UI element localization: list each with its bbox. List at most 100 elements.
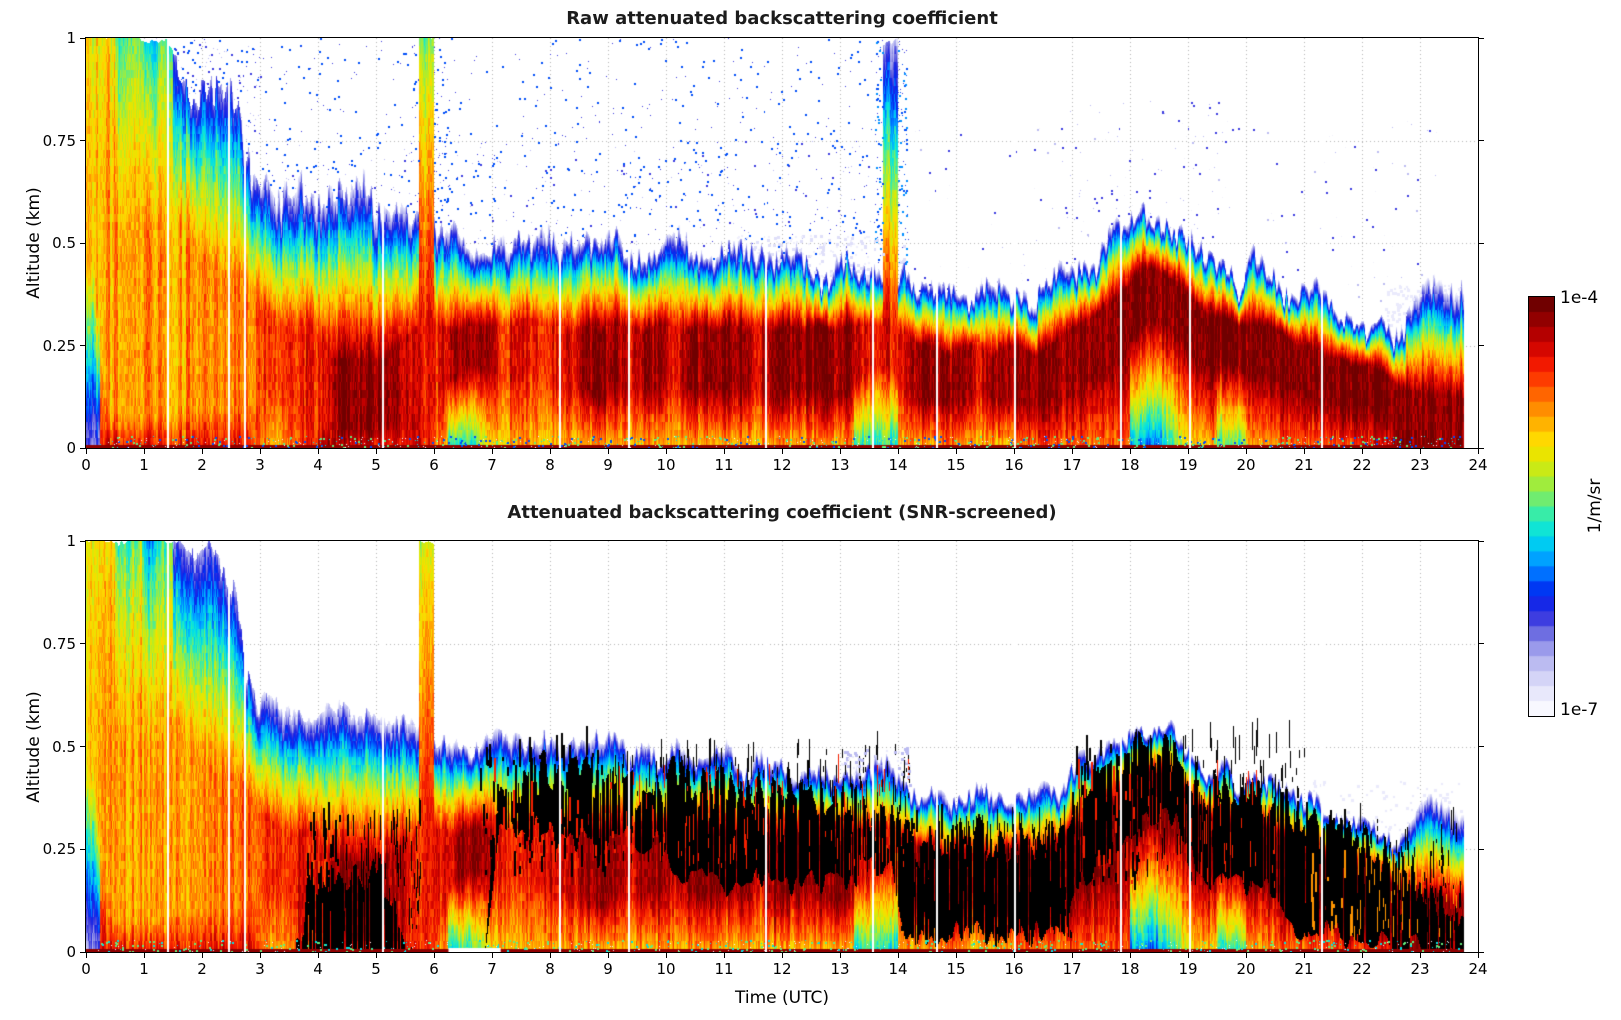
y-tick-right xyxy=(1479,37,1484,39)
x-tick xyxy=(723,953,725,958)
x-tick xyxy=(143,953,145,958)
x-tick xyxy=(897,449,899,454)
panel1-plot-area xyxy=(85,37,1479,449)
y-tick-label: 0 xyxy=(66,439,76,457)
y-tick-label: 0.75 xyxy=(42,634,76,653)
panel1-heatmap xyxy=(86,38,1478,448)
colorbar xyxy=(1528,296,1555,717)
x-tick-label: 24 xyxy=(1468,456,1488,474)
x-tick-label: 4 xyxy=(313,960,323,978)
x-tick-label: 10 xyxy=(656,456,676,474)
x-tick-label: 24 xyxy=(1468,960,1488,978)
colorbar-unit-label: 1/m/sr xyxy=(1585,478,1605,534)
y-tick-left xyxy=(80,447,85,449)
y-tick-right xyxy=(1479,447,1484,449)
x-tick xyxy=(955,449,957,454)
x-tick-label: 17 xyxy=(1062,456,1082,474)
x-tick-label: 21 xyxy=(1294,456,1314,474)
x-tick xyxy=(1129,449,1131,454)
x-tick-label: 23 xyxy=(1410,960,1430,978)
y-tick-label: 0 xyxy=(66,943,76,961)
y-tick-left xyxy=(80,37,85,39)
x-tick xyxy=(1419,449,1421,454)
x-tick xyxy=(1013,953,1015,958)
x-tick-label: 16 xyxy=(1004,960,1024,978)
y-tick-label: 0.25 xyxy=(42,840,76,859)
x-tick xyxy=(781,953,783,958)
x-tick xyxy=(1187,449,1189,454)
y-tick-right xyxy=(1479,746,1484,747)
x-tick xyxy=(1303,953,1305,958)
y-tick-label: 0.5 xyxy=(52,737,76,756)
x-tick xyxy=(1477,449,1479,454)
colorbar-gradient xyxy=(1529,297,1554,716)
x-tick xyxy=(1361,449,1363,454)
x-tick xyxy=(549,449,551,454)
x-tick-label: 5 xyxy=(371,960,381,978)
y-tick-right xyxy=(1479,848,1484,850)
y-tick-label: 1 xyxy=(66,532,76,550)
x-tick xyxy=(143,449,145,454)
x-tick xyxy=(259,953,261,958)
x-tick xyxy=(1013,449,1015,454)
x-tick xyxy=(607,953,609,958)
x-tick xyxy=(317,953,319,958)
y-tick-left xyxy=(80,746,85,747)
x-tick xyxy=(1071,449,1073,454)
x-tick xyxy=(375,449,377,454)
y-tick-right xyxy=(1479,345,1484,346)
x-tick-label: 0 xyxy=(81,960,91,978)
x-tick-label: 4 xyxy=(313,456,323,474)
x-tick xyxy=(781,449,783,454)
y-tick-left xyxy=(80,345,85,346)
x-tick-label: 1 xyxy=(139,456,149,474)
x-tick-label: 8 xyxy=(545,456,555,474)
x-tick xyxy=(259,449,261,454)
x-tick xyxy=(1419,953,1421,958)
x-tick-label: 2 xyxy=(197,960,207,978)
y-tick-left xyxy=(80,540,85,542)
x-tick xyxy=(839,449,841,454)
x-tick-label: 21 xyxy=(1294,960,1314,978)
y-tick-left xyxy=(80,848,85,850)
x-tick xyxy=(375,953,377,958)
x-tick xyxy=(955,953,957,958)
x-tick xyxy=(1129,953,1131,958)
x-tick-label: 15 xyxy=(946,960,966,978)
x-tick xyxy=(491,449,493,454)
x-tick-label: 23 xyxy=(1410,456,1430,474)
x-tick xyxy=(201,953,203,958)
x-tick-label: 14 xyxy=(888,960,908,978)
x-tick xyxy=(897,953,899,958)
x-tick-label: 20 xyxy=(1236,960,1256,978)
x-tick-label: 12 xyxy=(772,456,792,474)
x-tick xyxy=(549,953,551,958)
y-tick-label: 0.75 xyxy=(42,131,76,150)
panel2-title: Attenuated backscattering coefficient (S… xyxy=(507,502,1057,523)
x-tick xyxy=(1245,953,1247,958)
x-tick xyxy=(1245,449,1247,454)
y-tick-left xyxy=(80,140,85,141)
y-tick-right xyxy=(1479,242,1484,244)
y-tick-label: 1 xyxy=(66,29,76,47)
y-tick-right xyxy=(1479,643,1484,645)
y-tick-right xyxy=(1479,951,1484,953)
x-tick xyxy=(85,953,87,958)
panel1-title: Raw attenuated backscattering coefficien… xyxy=(566,8,998,29)
x-tick-label: 14 xyxy=(888,456,908,474)
x-tick xyxy=(433,449,435,454)
x-tick-label: 0 xyxy=(81,456,91,474)
x-tick-label: 10 xyxy=(656,960,676,978)
x-tick-label: 18 xyxy=(1120,960,1140,978)
x-tick-label: 8 xyxy=(545,960,555,978)
x-tick xyxy=(839,953,841,958)
x-tick-label: 9 xyxy=(603,456,613,474)
x-tick-label: 16 xyxy=(1004,456,1024,474)
x-tick-label: 13 xyxy=(830,456,850,474)
x-tick xyxy=(317,449,319,454)
x-tick-label: 3 xyxy=(255,456,265,474)
y-tick-left xyxy=(80,242,85,244)
x-tick xyxy=(723,449,725,454)
x-tick-label: 6 xyxy=(429,960,439,978)
